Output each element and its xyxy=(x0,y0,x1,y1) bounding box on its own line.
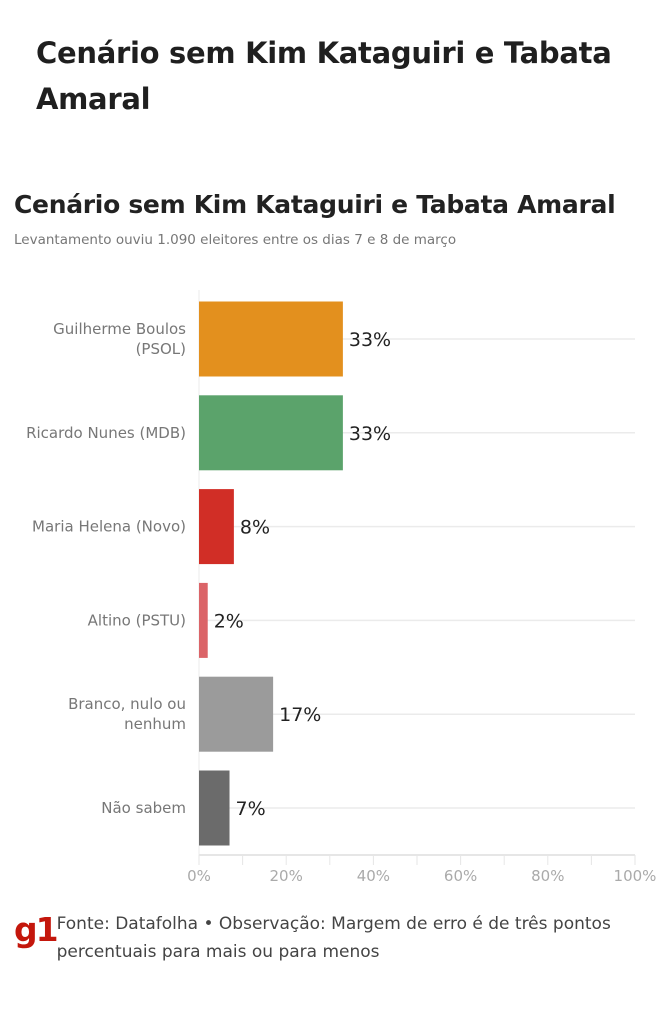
category-label: Branco, nulo ou xyxy=(68,695,186,713)
footer: g1 Fonte: Datafolha • Observação: Margem… xyxy=(14,910,664,966)
data-label: 2% xyxy=(214,610,244,632)
g1-logo: g1 xyxy=(14,910,59,949)
bar xyxy=(199,582,208,658)
data-label: 8% xyxy=(240,517,270,539)
bar xyxy=(199,770,230,846)
category-label: nenhum xyxy=(124,715,186,733)
data-label: 33% xyxy=(349,423,391,445)
bar xyxy=(199,301,343,377)
x-tick-label: 80% xyxy=(531,867,564,885)
category-label: Guilherme Boulos xyxy=(53,320,186,338)
bar-chart: 33% Guilherme Boulos (PSOL) 33% Ricardo Nune… xyxy=(26,290,657,885)
category-label: Ricardo Nunes (MDB) xyxy=(26,424,186,442)
data-label: 7% xyxy=(236,798,266,820)
x-tick-label: 20% xyxy=(270,867,303,885)
page-title: Cenário sem Kim Kataguiri e Tabata Amara… xyxy=(36,36,612,116)
bar xyxy=(199,676,274,752)
bar xyxy=(199,395,343,471)
category-label: Maria Helena (Novo) xyxy=(32,518,186,536)
bar xyxy=(199,489,234,565)
category-label: Altino (PSTU) xyxy=(88,611,186,629)
category-label: Não sabem xyxy=(101,799,186,817)
x-tick-label: 100% xyxy=(614,867,657,885)
data-label: 33% xyxy=(349,329,391,351)
source-note: Fonte: Datafolha • Observação: Margem de… xyxy=(56,914,611,962)
x-tick-label: 40% xyxy=(357,867,390,885)
data-label: 17% xyxy=(279,704,321,726)
x-tick-label: 0% xyxy=(187,867,211,885)
x-tick-label: 60% xyxy=(444,867,477,885)
category-label: (PSOL) xyxy=(136,340,186,358)
chart-title: Cenário sem Kim Kataguiri e Tabata Amara… xyxy=(14,190,616,219)
chart-subtitle: Levantamento ouviu 1.090 eleitores entre… xyxy=(14,232,457,248)
